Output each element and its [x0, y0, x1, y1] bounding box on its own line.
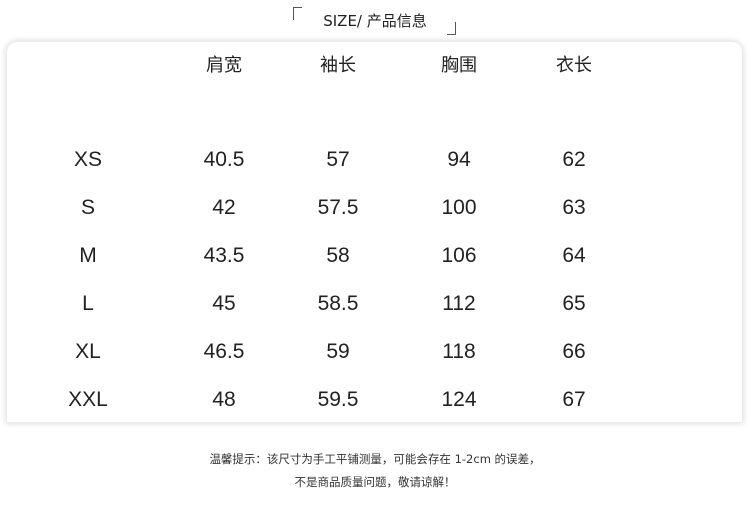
table-cell: 59	[326, 340, 350, 363]
table-cell: 46.5	[203, 340, 245, 363]
table-cell: 100	[441, 196, 477, 219]
table-cell: 66	[562, 340, 586, 363]
table-cell: 94	[447, 148, 471, 171]
table-cell: 63	[562, 196, 586, 219]
column-header: 衣长	[556, 55, 592, 76]
size-label: XS	[73, 148, 102, 171]
size-label: XL	[75, 340, 101, 363]
table-cell: 124	[441, 388, 477, 411]
table-cell: 112	[442, 292, 476, 315]
table-cell: 106	[441, 244, 477, 267]
size-label: XXL	[68, 388, 108, 411]
table-cell: 118	[442, 340, 476, 363]
note-line-2: 不是商品质量问题，敬请谅解！	[294, 475, 456, 489]
size-label: M	[79, 244, 97, 267]
table-cell: 65	[562, 292, 586, 315]
table-cell: 67	[562, 388, 586, 411]
size-table: 肩宽 袖长 胸围 衣长 XS 40.5 57 94 62 S 42 57.5 100 63 M 43.5 58 1…	[7, 42, 742, 422]
table-cell: 58.5	[317, 292, 359, 315]
column-header: 袖长	[320, 55, 356, 76]
table-cell: 45	[212, 292, 236, 315]
column-header: 胸围	[441, 55, 477, 76]
column-header: 肩宽	[206, 55, 242, 76]
table-cell: 57	[326, 148, 350, 171]
bracket-open	[293, 7, 302, 20]
table-cell: 42	[212, 196, 236, 219]
table-cell: 58	[326, 244, 350, 267]
table-cell: 62	[562, 148, 586, 171]
table-cell: 48	[212, 388, 236, 411]
section-title: SIZE/ 产品信息	[323, 12, 427, 30]
table-cell: 57.5	[317, 196, 359, 219]
table-cell: 64	[562, 244, 586, 267]
table-cell: 59.5	[317, 388, 359, 411]
size-label: L	[82, 292, 94, 315]
bracket-close	[447, 22, 456, 35]
size-label: S	[80, 196, 95, 219]
table-cell: 43.5	[203, 244, 245, 267]
table-cell: 40.5	[203, 148, 245, 171]
note-line-1: 温馨提示：该尺寸为手工平铺测量，可能会存在 1-2cm 的误差，	[209, 452, 541, 466]
